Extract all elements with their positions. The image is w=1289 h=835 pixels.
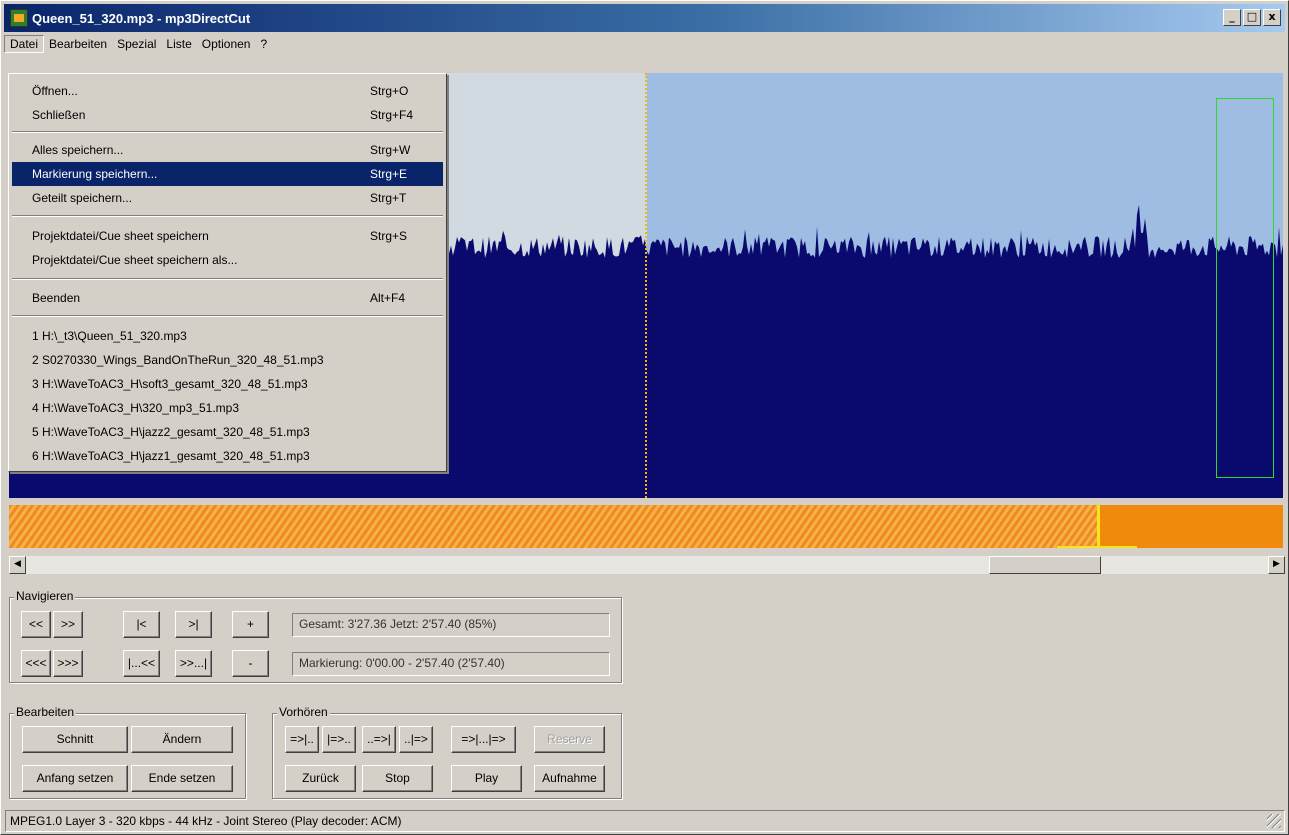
menu-item-label: Markierung speichern... [32, 167, 158, 181]
bearbeiten-group: Bearbeiten Schnitt Ändern Anfang setzen … [9, 705, 246, 799]
nav-forward-far-button[interactable]: >>> [53, 650, 83, 677]
recent-file-5[interactable]: 5 H:\WaveToAC3_H\jazz2_gesamt_320_48_51.… [32, 425, 310, 439]
vorhoeren-group: Vorhören =>|.. |=>.. ..=>| ..|=> =>|...|… [272, 705, 622, 799]
ende-setzen-button[interactable]: Ende setzen [131, 765, 233, 792]
menu-spezial[interactable]: Spezial [117, 37, 157, 51]
nav-forward-button[interactable]: >> [53, 611, 83, 638]
resize-grip-icon[interactable] [1267, 814, 1281, 828]
menu-optionen[interactable]: Optionen [201, 37, 251, 51]
bearbeiten-label: Bearbeiten [14, 705, 77, 719]
menu-item-label: Schließen [32, 108, 86, 122]
overview-remaining [1099, 505, 1283, 548]
menu-separator [12, 315, 443, 317]
recent-file-1[interactable]: 1 H:\_t3\Queen_51_320.mp3 [32, 329, 187, 343]
overview-bar[interactable] [9, 505, 1283, 548]
menu-item-schliessen[interactable]: Schließen Strg+F4 [12, 103, 443, 127]
reserve-button[interactable]: Reserve [534, 726, 605, 753]
markierung-readout: Markierung: 0'00.00 - 2'57.40 (2'57.40) [292, 652, 610, 676]
menu-item-label: Projektdatei/Cue sheet speichern [32, 229, 209, 243]
menu-item-shortcut: Alt+F4 [370, 291, 406, 305]
menu-item-shortcut: Strg+F4 [370, 108, 414, 122]
menu-item-projektdatei-speichern-als[interactable]: Projektdatei/Cue sheet speichern als... [12, 248, 443, 272]
aendern-button[interactable]: Ändern [131, 726, 233, 753]
navigieren-group: Navigieren << >> |< >| + Gesamt: 3'27.36… [9, 589, 622, 683]
menu-item-geteilt-speichern[interactable]: Geteilt speichern... Strg+T [12, 186, 443, 210]
play-button[interactable]: Play [451, 765, 522, 792]
recent-file-4[interactable]: 4 H:\WaveToAC3_H\320_mp3_51.mp3 [32, 401, 239, 415]
menu-item-projektdatei-speichern[interactable]: Projektdatei/Cue sheet speichern Strg+S [12, 224, 443, 248]
window-title: Queen_51_320.mp3 - mp3DirectCut [32, 10, 251, 26]
menu-bearbeiten[interactable]: Bearbeiten [49, 37, 108, 51]
aufnahme-button[interactable]: Aufnahme [534, 765, 605, 792]
scrollbar-thumb[interactable] [989, 556, 1101, 574]
menu-item-shortcut: Strg+E [370, 167, 408, 181]
nav-back-button[interactable]: << [21, 611, 51, 638]
preview-to-end-button[interactable]: ..=>| [362, 726, 396, 753]
horizontal-scrollbar[interactable]: ◀ ▶ [9, 556, 1285, 574]
menu-liste[interactable]: Liste [166, 37, 192, 51]
gesamt-readout: Gesamt: 3'27.36 Jetzt: 2'57.40 (85%) [292, 613, 610, 637]
menu-item-label: Öffnen... [32, 84, 78, 98]
menu-separator [12, 278, 443, 280]
menu-item-label: Alles speichern... [32, 143, 124, 157]
recent-file-3[interactable]: 3 H:\WaveToAC3_H\soft3_gesamt_320_48_51.… [32, 377, 308, 391]
menu-item-shortcut: Strg+O [370, 84, 409, 98]
recent-file-2[interactable]: 2 S0270330_Wings_BandOnTheRun_320_48_51.… [32, 353, 324, 367]
overview-position-marker[interactable] [1097, 505, 1100, 548]
zoom-selection-box[interactable] [1216, 98, 1274, 478]
menu-separator [12, 131, 443, 133]
stop-button[interactable]: Stop [362, 765, 433, 792]
close-button[interactable]: x [1263, 9, 1281, 26]
menu-item-beenden[interactable]: Beenden Alt+F4 [12, 286, 443, 310]
menu-item-oeffnen[interactable]: Öffnen... Strg+O [12, 79, 443, 103]
menu-separator [12, 215, 443, 217]
menu-datei[interactable]: Datei [4, 35, 45, 53]
preview-cut-button[interactable]: =>|...|=> [451, 726, 516, 753]
recent-file-6[interactable]: 6 H:\WaveToAC3_H\jazz1_gesamt_320_48_51.… [32, 449, 310, 463]
overview-view-indicator [1057, 546, 1137, 548]
menu-item-shortcut: Strg+W [370, 143, 411, 157]
scroll-right-arrow-icon[interactable]: ▶ [1268, 556, 1285, 574]
nav-back-far-button[interactable]: <<< [21, 650, 51, 677]
status-text: MPEG1.0 Layer 3 - 320 kbps - 44 kHz - Jo… [10, 814, 402, 828]
nav-back-to-mark-button[interactable]: |...<< [123, 650, 160, 677]
nav-to-end-button[interactable]: >| [175, 611, 212, 638]
mp3directcut-app-icon[interactable] [10, 9, 28, 27]
preview-from-start-button[interactable]: |=>.. [322, 726, 356, 753]
title-bar[interactable]: Queen_51_320.mp3 - mp3DirectCut _ □ x [4, 4, 1285, 32]
menu-item-shortcut: Strg+S [370, 229, 408, 243]
menu-item-markierung-speichern[interactable]: Markierung speichern... Strg+E [12, 162, 443, 186]
zoom-in-button[interactable]: + [232, 611, 269, 638]
menu-item-label: Beenden [32, 291, 81, 305]
navigieren-label: Navigieren [14, 589, 76, 603]
anfang-setzen-button[interactable]: Anfang setzen [22, 765, 128, 792]
preview-to-start-button[interactable]: =>|.. [285, 726, 319, 753]
preview-from-end-button[interactable]: ..|=> [399, 726, 433, 753]
menu-item-shortcut: Strg+T [370, 191, 407, 205]
datei-menu: Öffnen... Strg+O Schließen Strg+F4 Alles… [8, 73, 447, 472]
nav-forward-to-mark-button[interactable]: >>...| [175, 650, 212, 677]
maximize-button[interactable]: □ [1243, 9, 1261, 26]
zurueck-button[interactable]: Zurück [285, 765, 356, 792]
menu-item-alles-speichern[interactable]: Alles speichern... Strg+W [12, 138, 443, 162]
menu-bar: Datei Bearbeiten Spezial Liste Optionen … [4, 34, 1285, 54]
playback-cursor[interactable] [645, 73, 647, 498]
status-bar: MPEG1.0 Layer 3 - 320 kbps - 44 kHz - Jo… [5, 810, 1285, 832]
menu-item-label: Projektdatei/Cue sheet speichern als... [32, 253, 238, 267]
minimize-button[interactable]: _ [1223, 9, 1241, 26]
menu-item-label: Geteilt speichern... [32, 191, 133, 205]
nav-to-start-button[interactable]: |< [123, 611, 160, 638]
schnitt-button[interactable]: Schnitt [22, 726, 128, 753]
zoom-out-button[interactable]: - [232, 650, 269, 677]
scroll-left-arrow-icon[interactable]: ◀ [9, 556, 26, 574]
vorhoeren-label: Vorhören [277, 705, 330, 719]
menu-help[interactable]: ? [260, 37, 268, 51]
